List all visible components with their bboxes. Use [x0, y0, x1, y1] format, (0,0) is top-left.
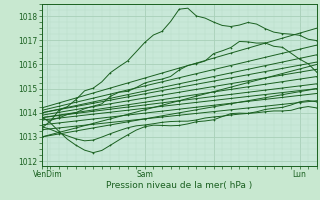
X-axis label: Pression niveau de la mer( hPa ): Pression niveau de la mer( hPa ): [106, 181, 252, 190]
